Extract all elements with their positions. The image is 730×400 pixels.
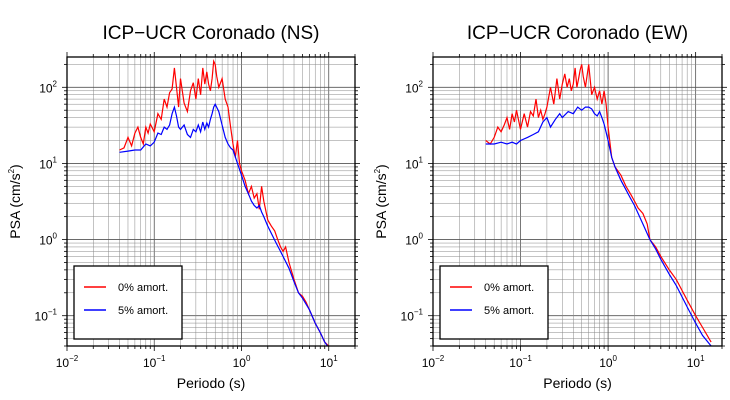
y-tick-label: 100 — [405, 232, 423, 248]
series-line-damped — [119, 102, 329, 346]
y-tick-label: 10−1 — [35, 308, 58, 324]
y-tick-label: 102 — [405, 79, 423, 95]
x-tick-label: 10−2 — [422, 354, 445, 370]
x-tick-label: 10−1 — [143, 354, 166, 370]
x-tick-label: 100 — [599, 354, 617, 370]
legend-box — [73, 265, 183, 340]
series-line-undamped — [119, 58, 330, 346]
legend-entry: 0% amort. — [118, 282, 168, 294]
x-tick-label: 101 — [320, 354, 338, 370]
y-tick-label: 102 — [39, 79, 57, 95]
x-tick-label: 10−2 — [56, 354, 79, 370]
plot-frame — [432, 56, 723, 347]
plot-frame — [66, 56, 356, 347]
x-tick-label: 101 — [687, 354, 705, 370]
x-axis-label: Periodo (s) — [543, 375, 611, 391]
y-tick-label: 100 — [39, 232, 57, 248]
y-axis-label: PSA (cm/s2) — [373, 164, 389, 238]
legend-entry: 5% amort. — [484, 305, 534, 317]
legend-entry: 5% amort. — [118, 305, 168, 317]
y-tick-label: 10−1 — [401, 308, 424, 324]
legend-entry: 0% amort. — [484, 282, 534, 294]
x-axis-label: Periodo (s) — [177, 375, 245, 391]
y-tick-label: 101 — [405, 155, 423, 171]
series-line-damped — [485, 106, 712, 346]
legend: 0% amort. 5% amort. — [439, 265, 549, 340]
y-tick-label: 101 — [39, 155, 57, 171]
y-axis-label: PSA (cm/s2) — [7, 164, 23, 238]
legend-box — [439, 265, 549, 340]
chart-panel-1: 10−2 10−1 100 101 10−1 100 101 102 ICP−UCR Coron… — [7, 23, 360, 391]
chart-panel-2: 10−2 10−1 100 101 10−1 100 101 102 ICP−UCR Coron… — [373, 23, 727, 391]
chart-title: ICP−UCR Coronado (NS) — [103, 23, 320, 44]
chart-title: ICP−UCR Coronado (EW) — [467, 23, 688, 44]
x-tick-label: 100 — [233, 354, 251, 370]
x-tick-label: 10−1 — [509, 354, 532, 370]
series-line-undamped — [485, 64, 712, 343]
grid-lines — [433, 57, 722, 346]
legend: 0% amort. 5% amort. — [73, 265, 183, 340]
